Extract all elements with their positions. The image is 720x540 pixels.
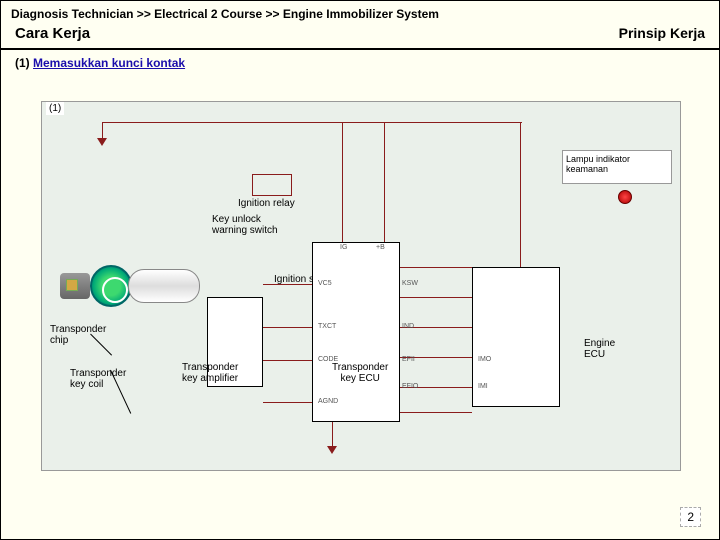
pin-plusb: +B — [376, 244, 385, 251]
pin-vc5: VC5 — [318, 280, 332, 287]
page-title: Cara Kerja — [15, 25, 90, 42]
indicator-box: Lampu indikator keamanan — [562, 150, 672, 184]
ground-icon — [327, 446, 337, 454]
wire — [384, 122, 385, 242]
section-heading: (1) Memasukkan kunci kontak — [1, 50, 719, 76]
wire — [400, 267, 472, 268]
pin-ig: IG — [340, 244, 347, 251]
pin-txct: TXCT — [318, 323, 336, 330]
pin-efii: EFII — [402, 356, 415, 363]
transponder-chip-icon — [66, 279, 78, 291]
wire — [400, 297, 472, 298]
ground-icon — [97, 138, 107, 146]
transponder-ecu-box — [312, 242, 400, 422]
transponder-coil-icon — [90, 265, 132, 307]
indicator-light-icon — [618, 190, 632, 204]
wire — [400, 412, 472, 413]
wire — [102, 122, 522, 123]
page-subtitle: Prinsip Kerja — [619, 25, 705, 42]
engine-ecu-label: Engine ECU — [584, 338, 615, 360]
pin-imo: IMO — [478, 356, 491, 363]
ignition-cylinder-icon — [128, 269, 200, 303]
transponder-assembly — [60, 257, 180, 317]
pin-imi: IMI — [478, 383, 488, 390]
wire — [263, 284, 312, 285]
wire — [332, 422, 333, 446]
wire — [520, 122, 521, 267]
key-unlock-label: Key unlock warning switch — [212, 214, 278, 236]
ignition-relay-label: Ignition relay — [238, 198, 295, 209]
pin-efio: EFIO — [402, 383, 418, 390]
pin-agnd: AGND — [318, 398, 338, 405]
ignition-relay-box — [252, 174, 292, 196]
title-row: Cara Kerja Prinsip Kerja — [1, 23, 719, 50]
step-label: (1) — [46, 102, 64, 115]
wire — [263, 402, 312, 403]
wire — [263, 360, 312, 361]
key-amplifier-label: Transponder key amplifier — [182, 362, 238, 384]
page-number: 2 — [680, 507, 701, 527]
section-link[interactable]: Memasukkan kunci kontak — [33, 56, 185, 70]
wire — [342, 122, 343, 242]
wire — [263, 327, 312, 328]
pin-ind: IND — [402, 323, 414, 330]
breadcrumb: Diagnosis Technician >> Electrical 2 Cou… — [1, 1, 719, 23]
pin-ksw: KSW — [402, 280, 418, 287]
circuit-diagram: (1) Ignition relay Key unlock warning sw… — [41, 101, 681, 471]
transponder-ecu-label: Transponder key ECU — [332, 362, 388, 384]
section-number: (1) — [15, 56, 30, 70]
pin-code: CODE — [318, 356, 338, 363]
